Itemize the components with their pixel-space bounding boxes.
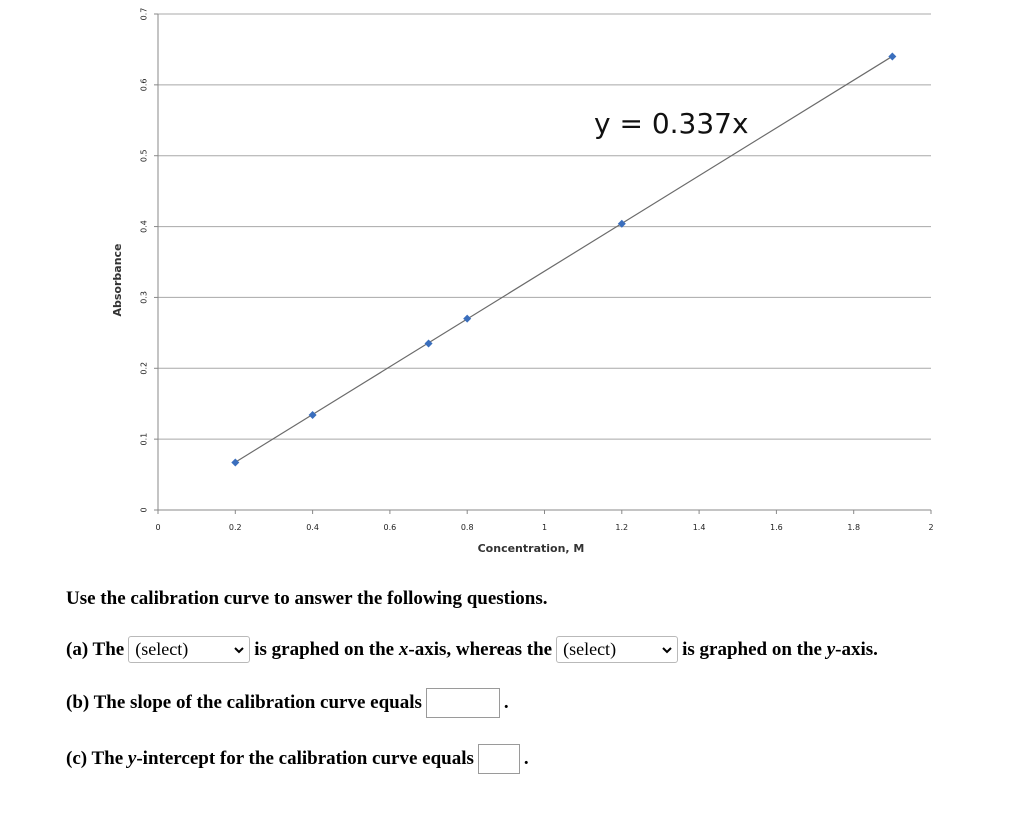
question-a-middle-1: is graphed on the: [254, 638, 395, 660]
y-tick-label: 0: [140, 507, 149, 512]
question-c-axis-y: y: [127, 748, 137, 769]
question-a-axis-y: y: [826, 638, 836, 660]
x-tick-label: 2: [928, 523, 933, 532]
x-tick-label: 0: [155, 523, 160, 532]
question-a-prefix: (a) The: [66, 638, 125, 660]
trendline-layer: [234, 55, 893, 463]
data-point: [308, 411, 317, 420]
trendline-equation: y = 0.337x: [594, 107, 749, 140]
data-point: [617, 219, 626, 228]
x-tick-label: 0.4: [306, 523, 319, 532]
gridlines: [158, 13, 931, 440]
data-point: [231, 458, 240, 467]
question-c: (c) The y -intercept for the calibration …: [66, 744, 529, 774]
calibration-chart: 0 0.1 0.2 0.3 0.4 0.5 0.6 0.7 0 0.2 0.4 0.6 0.8 1 1.2…: [111, 8, 934, 555]
data-point: [424, 339, 433, 348]
y-tick-label: 0.1: [140, 433, 149, 446]
y-axis-select-value: (select): [563, 639, 617, 659]
question-a: (a) The (select) is graphed on the x -axi…: [66, 636, 878, 663]
question-a-suffix-2: -axis.: [835, 638, 878, 660]
y-axis-title: Absorbance: [111, 243, 124, 316]
y-tick-label: 0.6: [140, 78, 149, 91]
y-tick-label: 0.3: [140, 291, 149, 304]
x-tick-label: 0.2: [229, 523, 242, 532]
y-intercept-input[interactable]: [477, 744, 520, 774]
x-tick-label: 1.6: [770, 523, 783, 532]
chevron-down-icon: [662, 646, 672, 653]
question-intro: Use the calibration curve to answer the …: [66, 588, 548, 609]
data-point: [463, 314, 472, 323]
question-a-middle-2: -axis, whereas the: [408, 638, 553, 660]
x-tick-label: 1.8: [847, 523, 860, 532]
question-b: (b) The slope of the calibration curve e…: [66, 688, 509, 718]
question-c-text: -intercept for the calibration curve equ…: [136, 748, 474, 769]
question-b-text: (b) The slope of the calibration curve e…: [66, 692, 422, 713]
chevron-down-icon: [234, 646, 244, 653]
question-c-prefix: (c) The: [66, 748, 124, 769]
x-tick-label: 1: [542, 523, 547, 532]
data-point: [888, 52, 897, 61]
y-tick-label: 0.5: [140, 149, 149, 162]
x-tick-label: 1.2: [615, 523, 628, 532]
y-tick-labels: 0 0.1 0.2 0.3 0.4 0.5 0.6 0.7: [140, 8, 149, 513]
x-tick-label: 0.6: [384, 523, 397, 532]
x-tick-label: 1.4: [693, 523, 706, 532]
y-tick-label: 0.7: [140, 8, 149, 21]
x-axis-select-value: (select): [135, 639, 189, 659]
x-axis-title: Concentration, M: [478, 542, 585, 555]
y-tick-label: 0.4: [140, 220, 149, 233]
trendline: [234, 55, 893, 463]
data-points: [231, 52, 897, 467]
question-c-end: .: [523, 748, 529, 769]
slope-input[interactable]: [425, 688, 500, 718]
y-axis-quantity-select[interactable]: (select): [556, 636, 679, 663]
x-tick-labels: 0 0.2 0.4 0.6 0.8 1 1.2 1.4 1.6 1.8 2: [155, 523, 933, 532]
x-tick-label: 0.8: [461, 523, 474, 532]
axes: [154, 13, 932, 514]
question-a-suffix-1: is graphed on the: [682, 638, 822, 660]
question-b-end: .: [503, 692, 509, 713]
question-a-axis-x: x: [398, 638, 409, 660]
x-axis-quantity-select[interactable]: (select): [128, 636, 251, 663]
y-tick-label: 0.2: [140, 362, 149, 375]
